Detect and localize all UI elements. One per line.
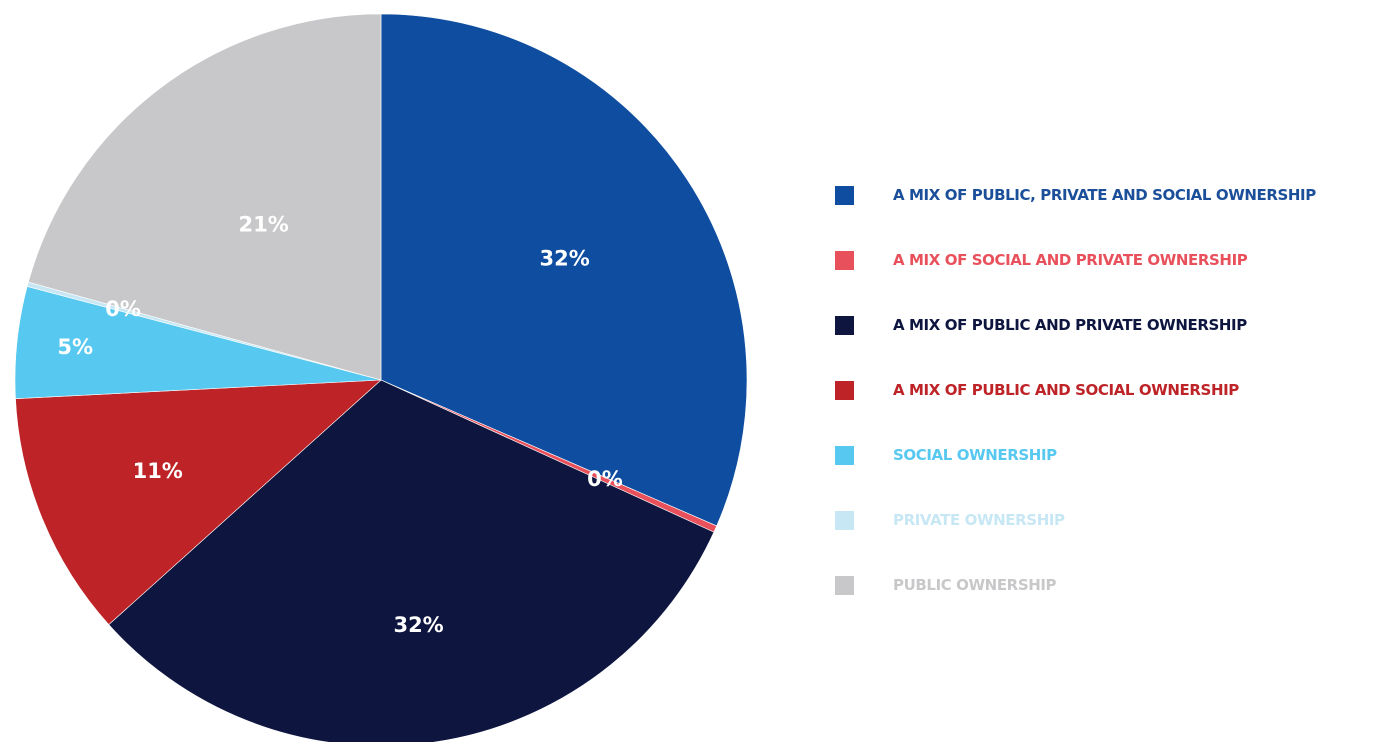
slice-data-label-3: 32% [393, 613, 443, 637]
legend-label: A MIX OF PUBLIC, PRIVATE AND SOCIAL OWNE… [893, 186, 1316, 204]
pie-slice-7 [27, 13, 382, 381]
legend-label: PUBLIC OWNERSHIP [893, 576, 1057, 594]
legend-item: A MIX OF SOCIAL AND PRIVATE OWNERSHIP [835, 249, 1375, 271]
legend-swatch [835, 510, 854, 530]
legend-label: A MIX OF PUBLIC AND SOCIAL OWNERSHIP [893, 381, 1239, 399]
slice-data-label-7: 21% [238, 213, 288, 237]
pie-plot: 32% 0% 32% 11% 5% 0% 21% [14, 13, 748, 742]
legend-item: PRIVATE OWNERSHIP [835, 509, 1375, 531]
legend-item: A MIX OF PUBLIC AND SOCIAL OWNERSHIP [835, 379, 1375, 401]
legend-swatch [835, 575, 854, 595]
legend-swatch [835, 445, 854, 465]
legend-item: A MIX OF PUBLIC, PRIVATE AND SOCIAL OWNE… [835, 184, 1375, 206]
legend-label: A MIX OF SOCIAL AND PRIVATE OWNERSHIP [893, 251, 1248, 269]
legend-label: SOCIAL OWNERSHIP [893, 446, 1057, 464]
pie-slice-4 [15, 379, 382, 626]
legend-item: PUBLIC OWNERSHIP [835, 574, 1375, 596]
slice-data-label-2: 0% [587, 467, 623, 491]
legend-item: A MIX OF PUBLIC AND PRIVATE OWNERSHIP [835, 314, 1375, 336]
legend-swatch [835, 185, 854, 205]
legend-item: SOCIAL OWNERSHIP [835, 444, 1375, 466]
pie-slice-1 [380, 13, 748, 527]
slice-data-label-5: 5% [57, 335, 93, 359]
legend-label: A MIX OF PUBLIC AND PRIVATE OWNERSHIP [893, 316, 1247, 334]
slice-data-label-1: 32% [540, 247, 590, 271]
slice-data-label-6: 0% [105, 297, 141, 321]
legend-label: PRIVATE OWNERSHIP [893, 511, 1065, 529]
legend-swatch [835, 380, 854, 400]
legend: A MIX OF PUBLIC, PRIVATE AND SOCIAL OWNE… [835, 184, 1375, 639]
legend-swatch [835, 250, 854, 270]
legend-swatch [835, 315, 854, 335]
slice-data-label-4: 11% [133, 459, 183, 483]
